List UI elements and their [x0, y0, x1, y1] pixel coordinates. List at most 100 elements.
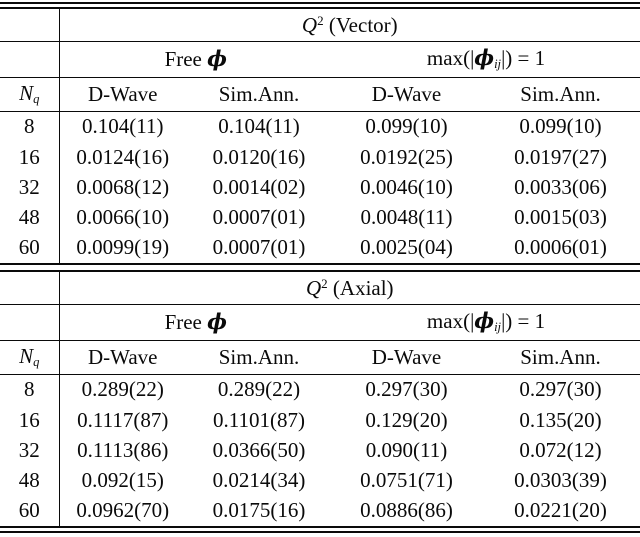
- table-title-row: Q2 (Vector): [0, 9, 640, 43]
- nq-cell: 48: [0, 465, 60, 496]
- value-cell: 0.0033(06): [514, 174, 607, 199]
- value-cell: 0.297(30): [519, 377, 602, 402]
- value-cell: 0.099(10): [365, 114, 448, 139]
- value-cell: 0.0014(02): [212, 174, 306, 199]
- nq-cell: 8: [0, 374, 60, 406]
- value-cell: 0.0962(70): [76, 498, 170, 523]
- phi-symbol: ϕ: [207, 309, 227, 335]
- group-header-row: Free ϕ max(|ϕij|) = 1: [0, 304, 640, 341]
- value-cell: 0.1101(87): [213, 407, 305, 432]
- value-cell: 0.289(22): [217, 377, 301, 402]
- value-cell: 0.1117(87): [77, 407, 169, 432]
- value-cell: 0.135(20): [519, 407, 602, 432]
- value-cell: 0.0175(16): [212, 498, 306, 523]
- value-cell: 0.0214(34): [212, 468, 306, 493]
- group-header-free-phi: Free ϕ: [59, 304, 332, 341]
- title-label: (Axial): [327, 276, 394, 301]
- table-title-row: Q2 (Axial): [0, 272, 640, 306]
- value-cell: 0.0048(11): [360, 205, 453, 230]
- value-cell: 0.099(10): [519, 114, 602, 139]
- col-header-dwave-free: D-Wave: [59, 77, 186, 112]
- value-cell: 0.0192(25): [360, 144, 453, 169]
- empty-corner-cell: [0, 9, 60, 43]
- middle-double-rule: [0, 263, 640, 272]
- table-row: 32 0.1113(86) 0.0366(50) 0.090(11) 0.072…: [0, 435, 640, 466]
- value-cell: 0.104(11): [218, 114, 300, 139]
- table-row: 32 0.0068(12) 0.0014(02) 0.0046(10) 0.00…: [0, 172, 640, 203]
- column-header-row: Nq D-Wave Sim.Ann. D-Wave Sim.Ann.: [0, 340, 640, 375]
- nq-cell: 8: [0, 111, 60, 143]
- col-header-simann-max: Sim.Ann.: [481, 340, 640, 375]
- nq-cell: 60: [0, 232, 60, 263]
- table-row: 8 0.289(22) 0.289(22) 0.297(30) 0.297(30…: [0, 374, 640, 406]
- group-label-text: |) = 1: [501, 46, 546, 71]
- value-cell: 0.0221(20): [514, 498, 607, 523]
- table-row: 16 0.1117(87) 0.1101(87) 0.129(20) 0.135…: [0, 405, 640, 436]
- value-cell: 0.0025(04): [360, 235, 453, 260]
- column-header-row: Nq D-Wave Sim.Ann. D-Wave Sim.Ann.: [0, 77, 640, 112]
- nq-cell: 32: [0, 435, 60, 466]
- phi-symbol: ϕ: [474, 45, 495, 71]
- title-label: (Vector): [323, 13, 398, 38]
- col-header-dwave-free: D-Wave: [59, 340, 186, 375]
- value-cell: 0.0120(16): [212, 144, 306, 169]
- value-cell: 0.0006(01): [514, 235, 607, 260]
- empty-corner-cell: [0, 41, 60, 78]
- value-cell: 0.297(30): [365, 377, 448, 402]
- phi-subscript: ij: [494, 57, 502, 72]
- value-cell: 0.289(22): [81, 377, 164, 402]
- nq-variable: N: [19, 343, 34, 368]
- empty-corner-cell: [0, 272, 60, 306]
- nq-cell: 16: [0, 142, 60, 173]
- title-superscript: 2: [317, 12, 324, 28]
- phi-symbol: ϕ: [474, 308, 495, 334]
- value-cell: 0.0099(19): [76, 235, 170, 260]
- table-row: 60 0.0962(70) 0.0175(16) 0.0886(86) 0.02…: [0, 495, 640, 526]
- value-cell: 0.0124(16): [76, 144, 170, 169]
- value-cell: 0.0066(10): [76, 205, 170, 230]
- table-row: 8 0.104(11) 0.104(11) 0.099(10) 0.099(10…: [0, 111, 640, 143]
- table-row: 48 0.0066(10) 0.0007(01) 0.0048(11) 0.00…: [0, 202, 640, 233]
- nq-subscript: q: [33, 91, 40, 106]
- nq-column-header: Nq: [0, 340, 60, 375]
- axial-table: Q2 (Axial) Free ϕ max(|ϕij|) = 1 Nq D-Wa…: [0, 272, 640, 526]
- nq-cell: 32: [0, 172, 60, 203]
- value-cell: 0.0068(12): [76, 174, 170, 199]
- nq-subscript: q: [33, 354, 40, 369]
- value-cell: 0.0303(39): [514, 468, 607, 493]
- col-header-simann-free: Sim.Ann.: [186, 340, 332, 375]
- value-cell: 0.072(12): [519, 437, 602, 462]
- group-label-text: max(|: [426, 46, 475, 71]
- bottom-double-rule: [0, 526, 640, 533]
- phi-symbol: ϕ: [207, 46, 227, 72]
- value-cell: 0.0751(71): [360, 468, 453, 493]
- col-header-simann-max: Sim.Ann.: [481, 77, 640, 112]
- nq-column-header: Nq: [0, 77, 60, 112]
- value-cell: 0.090(11): [365, 437, 448, 462]
- group-header-free-phi: Free ϕ: [59, 41, 332, 78]
- title-variable: Q: [301, 13, 318, 38]
- value-cell: 0.104(11): [82, 114, 164, 139]
- title-variable: Q: [305, 276, 322, 301]
- nq-variable: N: [19, 80, 34, 105]
- vector-table: Q2 (Vector) Free ϕ max(|ϕij|) = 1 Nq D-W…: [0, 9, 640, 263]
- title-superscript: 2: [321, 275, 328, 291]
- group-label-text: Free: [164, 310, 208, 335]
- value-cell: 0.0007(01): [212, 205, 306, 230]
- group-header-max-phi: max(|ϕij|) = 1: [332, 41, 640, 78]
- value-cell: 0.0197(27): [514, 144, 607, 169]
- group-label-text: max(|: [426, 309, 475, 334]
- value-cell: 0.1113(86): [77, 437, 169, 462]
- nq-cell: 48: [0, 202, 60, 233]
- value-cell: 0.0015(03): [514, 205, 607, 230]
- table-row: 60 0.0099(19) 0.0007(01) 0.0025(04) 0.00…: [0, 232, 640, 263]
- value-cell: 0.0046(10): [360, 174, 453, 199]
- value-cell: 0.0886(86): [360, 498, 453, 523]
- value-cell: 0.0007(01): [212, 235, 306, 260]
- group-header-max-phi: max(|ϕij|) = 1: [332, 304, 640, 341]
- table-title: Q2 (Axial): [59, 272, 640, 306]
- nq-cell: 60: [0, 495, 60, 526]
- nq-cell: 16: [0, 405, 60, 436]
- phi-subscript: ij: [494, 320, 502, 335]
